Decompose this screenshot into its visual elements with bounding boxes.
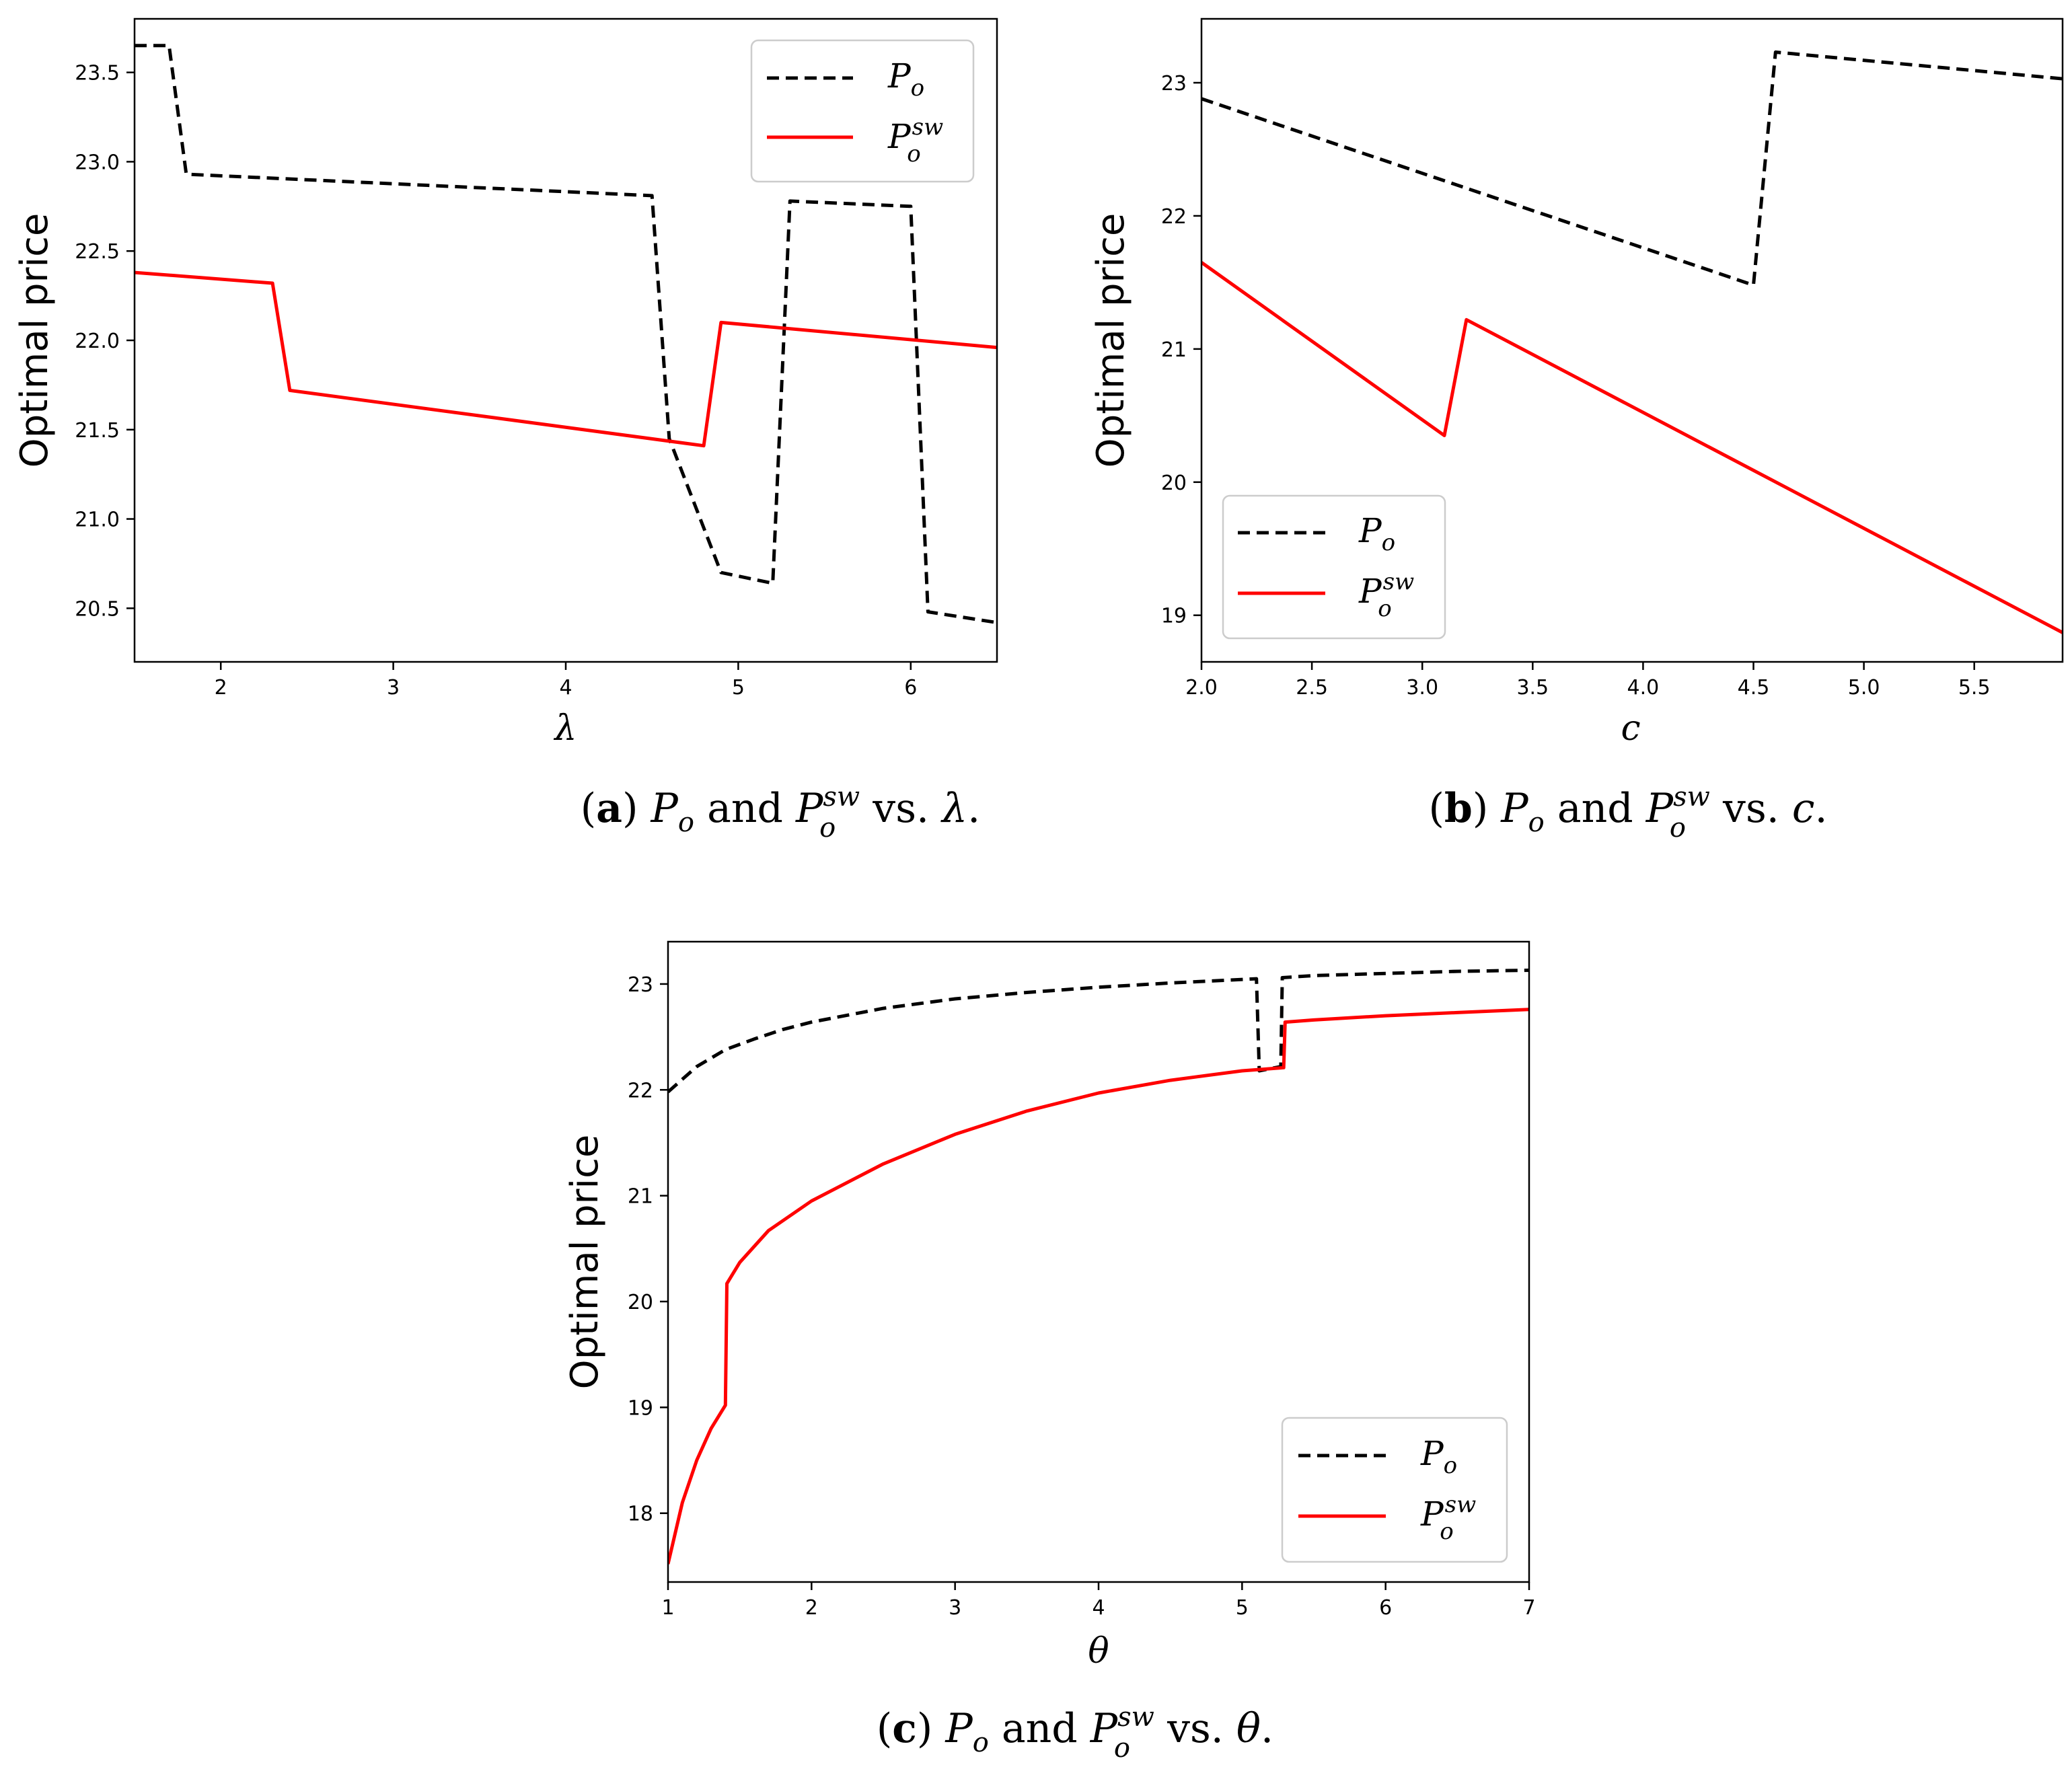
- panel-c-xtick-label: 3: [949, 1596, 961, 1620]
- panel-c-xtick-label: 7: [1522, 1596, 1535, 1620]
- panel-b-legend-posw: Psw o: [1358, 568, 1414, 622]
- panel-a-xtick-label: 5: [732, 676, 745, 700]
- panel-b-legend-box: [1222, 494, 1446, 640]
- panel-b-series-po-line: [1201, 50, 2063, 287]
- panel-b-ytick-label: 21: [1161, 338, 1187, 362]
- panel-a-ytick-label: 21.5: [75, 419, 120, 443]
- panel-c-xtick-label: 1: [661, 1596, 674, 1620]
- panel-a-ytick-label: 21.0: [75, 509, 120, 532]
- panel-a-legend-posw: Psw o: [887, 114, 943, 167]
- panel-b-xtick-label: 5.5: [1958, 676, 1991, 700]
- panel-a-ticks: 2 3 4 5 6 20.5 21.0 21.5 22.0 22.5 23.0 23.5: [75, 62, 917, 700]
- panel-c-xlabel: θ: [1088, 1631, 1109, 1671]
- panel-b-xtick-label: 3.5: [1516, 676, 1549, 700]
- panel-b-xlabel: c: [1621, 708, 1640, 749]
- panel-c-legend: Po Psw o: [1281, 1417, 1508, 1563]
- panel-a-ylabel: Optimal price: [13, 213, 57, 468]
- panel-c-caption: (c) Po and Psw o vs. θ.: [877, 1702, 1273, 1764]
- panel-a-ytick-label: 20.5: [75, 597, 120, 621]
- panel-a-xtick-label: 6: [904, 676, 917, 700]
- panel-a-ytick-label: 22.0: [75, 330, 120, 353]
- panel-c-legend-box: [1281, 1417, 1508, 1563]
- panel-a-xtick-label: 3: [387, 676, 400, 700]
- panel-c-series-posw-line: [668, 1008, 1529, 1565]
- panel-c-legend-posw: Psw o: [1420, 1491, 1476, 1545]
- panel-a-legend-box: [750, 39, 975, 183]
- panel-a-legend-po: Po: [887, 57, 924, 102]
- panel-b-legend: Po Psw o: [1222, 494, 1446, 640]
- panel-c-ytick-label: 18: [628, 1503, 653, 1526]
- panel-a-legend: Po Psw o: [750, 39, 975, 183]
- panel-b-ylabel: Optimal price: [1089, 213, 1133, 468]
- panel-c-series-po-line: [668, 969, 1529, 1094]
- panel-b-caption: (b) Po and Psw o vs. c.: [1428, 782, 1827, 843]
- panel-c-ytick-label: 21: [628, 1185, 653, 1209]
- panel-b-xtick-label: 2.5: [1296, 676, 1328, 700]
- panel-b-ytick-label: 23: [1161, 72, 1187, 96]
- panel-c-ytick-label: 20: [628, 1291, 653, 1314]
- panel-c-ytick-label: 22: [628, 1079, 653, 1102]
- panel-c-xtick-label: 6: [1379, 1596, 1392, 1620]
- panel-b-xtick-label: 4.0: [1627, 676, 1660, 700]
- panel-b-ytick-label: 20: [1161, 472, 1187, 495]
- panel-a-xtick-label: 4: [559, 676, 572, 700]
- panel-a-caption: (a) Po and Psw o vs. λ.: [581, 782, 980, 843]
- panel-a-series: [135, 44, 997, 625]
- panel-b-legend-po: Po: [1358, 511, 1395, 556]
- panel-c-ytick-label: 19: [628, 1396, 653, 1420]
- panel-b-axes-frame: [1200, 17, 2064, 663]
- panel-a-ytick-label: 23.5: [75, 62, 120, 85]
- panel-c-xtick-label: 5: [1236, 1596, 1249, 1620]
- panel-a-series-posw-line: [135, 270, 997, 448]
- panel-a-ytick-label: 22.5: [75, 240, 120, 264]
- panel-b-ytick-label: 22: [1161, 205, 1187, 229]
- panel-a-xlabel: λ: [554, 708, 577, 749]
- panel-b-xtick-label: 4.5: [1738, 676, 1770, 700]
- panel-c-legend-po: Po: [1420, 1434, 1457, 1479]
- panel-a-series-po-line: [135, 44, 997, 625]
- panel-a-xtick-label: 2: [215, 676, 227, 700]
- panel-b-xtick-label: 5.0: [1848, 676, 1880, 700]
- panel-c-ytick-label: 23: [628, 973, 653, 997]
- panel-b: 2.0 2.5 3.0 3.5 4.0 4.5 5.0 5.5 19 20 21 22 23 Optim…: [1089, 17, 2064, 843]
- panel-b-series: [1201, 50, 2063, 634]
- panel-a: 2 3 4 5 6 20.5 21.0 21.5 22.0 22.5 23.0 23.5 Optima…: [13, 17, 998, 843]
- panel-c-xtick-label: 2: [805, 1596, 818, 1620]
- panel-c-ylabel: Optimal price: [563, 1135, 607, 1390]
- panel-b-ytick-label: 19: [1161, 605, 1187, 628]
- panel-a-ytick-label: 23.0: [75, 151, 120, 174]
- panel-b-xtick-label: 3.0: [1406, 676, 1438, 700]
- panel-b-xtick-label: 2.0: [1185, 676, 1218, 700]
- panel-c-xtick-label: 4: [1092, 1596, 1105, 1620]
- panel-c-series: [668, 969, 1529, 1565]
- panel-b-ticks: 2.0 2.5 3.0 3.5 4.0 4.5 5.0 5.5 19 20 21 22 23: [1161, 72, 1991, 700]
- panel-b-series-posw-line: [1201, 261, 2063, 634]
